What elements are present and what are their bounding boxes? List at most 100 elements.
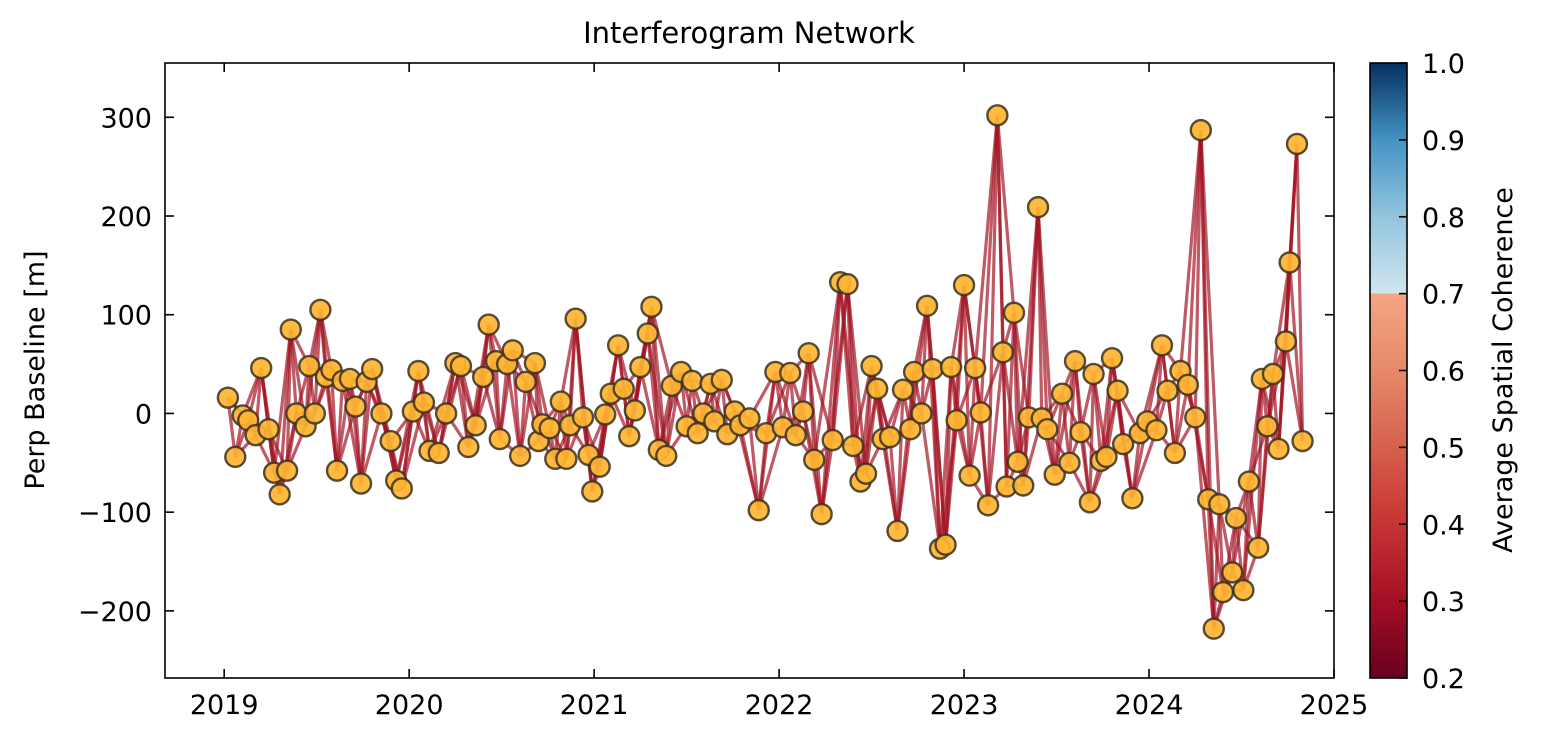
acquisition-point <box>303 402 327 425</box>
interferogram-edge <box>864 388 879 474</box>
acquisition-point <box>1012 474 1035 497</box>
x-tick-label: 2022 <box>745 690 814 721</box>
interferogram-edge <box>995 115 1016 313</box>
y-tick-label: 100 <box>100 301 152 332</box>
interferogram-edge <box>851 365 874 447</box>
interferogram-edge <box>955 285 966 421</box>
acquisition-point <box>899 418 922 441</box>
colorbar-ticks: 0.2 0.3 0.4 0.5 0.6 0.7 0.8 0.9 1.0 <box>1399 49 1465 695</box>
acquisition-point <box>1274 330 1298 353</box>
acquisition-point <box>464 414 487 437</box>
acquisition-point <box>778 361 802 385</box>
y-axis-ticks: −200 −100 0 100 200 300 <box>78 103 1334 628</box>
acquisition-point <box>477 313 500 336</box>
interferogram-edge <box>986 352 1005 506</box>
x-tick-label: 2021 <box>560 690 629 721</box>
acquisition-point <box>1036 418 1059 441</box>
interferogram-edge <box>1145 345 1164 422</box>
acquisition-point <box>268 483 291 506</box>
acquisition-point <box>1100 346 1124 370</box>
x-axis-ticks: 2019 2020 2021 2022 2023 2024 2025 <box>190 63 1368 721</box>
acquisition-point <box>1069 420 1092 444</box>
acquisition-point <box>1006 450 1029 474</box>
acquisition-point <box>934 533 957 556</box>
acquisition-point <box>1026 195 1050 219</box>
colorbar-tick-label: 0.3 <box>1422 587 1465 618</box>
acquisition-point <box>349 472 373 495</box>
colorbar-tick-label: 0.8 <box>1422 203 1465 234</box>
colorbar-tick-label: 0.2 <box>1422 664 1465 695</box>
acquisition-point <box>1002 301 1026 324</box>
acquisition-point <box>841 434 865 458</box>
acquisition-point <box>555 447 578 471</box>
acquisition-point <box>945 409 968 432</box>
acquisition-point <box>523 351 547 375</box>
interferogram-edge <box>649 306 674 387</box>
acquisition-point <box>1050 382 1074 405</box>
acquisition-point <box>640 295 663 319</box>
interferogram-edge <box>757 426 785 511</box>
acquisition-point <box>1246 536 1270 559</box>
interferogram-edge <box>831 283 850 441</box>
acquisition-point <box>655 444 678 468</box>
interferogram-edge <box>638 366 661 451</box>
interferogram-edge <box>329 369 339 471</box>
acquisition-point <box>457 435 480 459</box>
acquisition-point <box>249 356 273 380</box>
acquisition-point <box>921 357 944 381</box>
interferogram-edge <box>1027 207 1040 418</box>
interferogram-edge <box>616 344 637 411</box>
acquisition-point <box>1150 334 1174 357</box>
interferogram-edge <box>919 413 942 549</box>
acquisition-point <box>1189 118 1213 142</box>
acquisition-point <box>738 407 761 430</box>
interferogram-edge <box>1217 503 1234 573</box>
acquisition-point <box>680 369 704 393</box>
acquisition-point <box>886 519 909 543</box>
interferogram-edge <box>459 365 470 448</box>
acquisition-point <box>471 365 495 389</box>
acquisition-point <box>449 354 473 378</box>
interferogram-edge <box>738 424 761 511</box>
y-tick-label: 0 <box>135 399 152 430</box>
x-tick-label: 2020 <box>375 690 444 721</box>
interferogram-edge <box>1288 143 1299 263</box>
acquisition-point <box>309 298 332 321</box>
acquisition-point <box>571 406 595 429</box>
interferogram-edge <box>1079 431 1092 503</box>
colorbar-tick-label: 0.9 <box>1422 126 1465 157</box>
acquisition-point <box>1237 470 1261 493</box>
acquisition-point <box>1163 441 1187 465</box>
acquisition-point <box>963 356 987 380</box>
interferogram-edge <box>1130 429 1158 499</box>
interferogram-edge <box>888 437 900 532</box>
acquisition-point <box>412 391 436 414</box>
interferogram-edge <box>962 285 972 476</box>
acquisition-point <box>1121 487 1144 510</box>
acquisition-point <box>836 272 859 296</box>
interferogram-edge <box>812 281 842 461</box>
acquisition-point <box>216 386 240 409</box>
y-tick-label: −200 <box>78 597 152 628</box>
acquisition-point <box>407 359 430 383</box>
interferogram-edge <box>747 418 761 511</box>
acquisition-point <box>1111 432 1135 456</box>
acquisition-point <box>1221 561 1244 584</box>
colorbar-label: Average Spatial Coherence <box>1488 187 1519 553</box>
interferogram-edge <box>285 329 293 471</box>
interferogram-edge <box>494 361 502 440</box>
interferogram-edge <box>1212 504 1221 629</box>
acquisition-point <box>1285 132 1309 156</box>
interferogram-edge <box>919 305 929 414</box>
acquisition-point <box>910 402 933 425</box>
acquisition-point <box>810 502 833 526</box>
acquisition-point <box>878 425 902 449</box>
acquisition-point <box>1082 362 1105 386</box>
y-axis-label: Perp Baseline [m] <box>20 250 51 489</box>
interferogram-edge <box>359 412 383 484</box>
acquisition-point <box>1058 451 1081 474</box>
interferogram-edge <box>1295 143 1305 442</box>
interferogram-edge <box>986 115 999 506</box>
acquisition-point <box>514 370 537 394</box>
colorbar-tick-label: 1.0 <box>1422 49 1465 80</box>
